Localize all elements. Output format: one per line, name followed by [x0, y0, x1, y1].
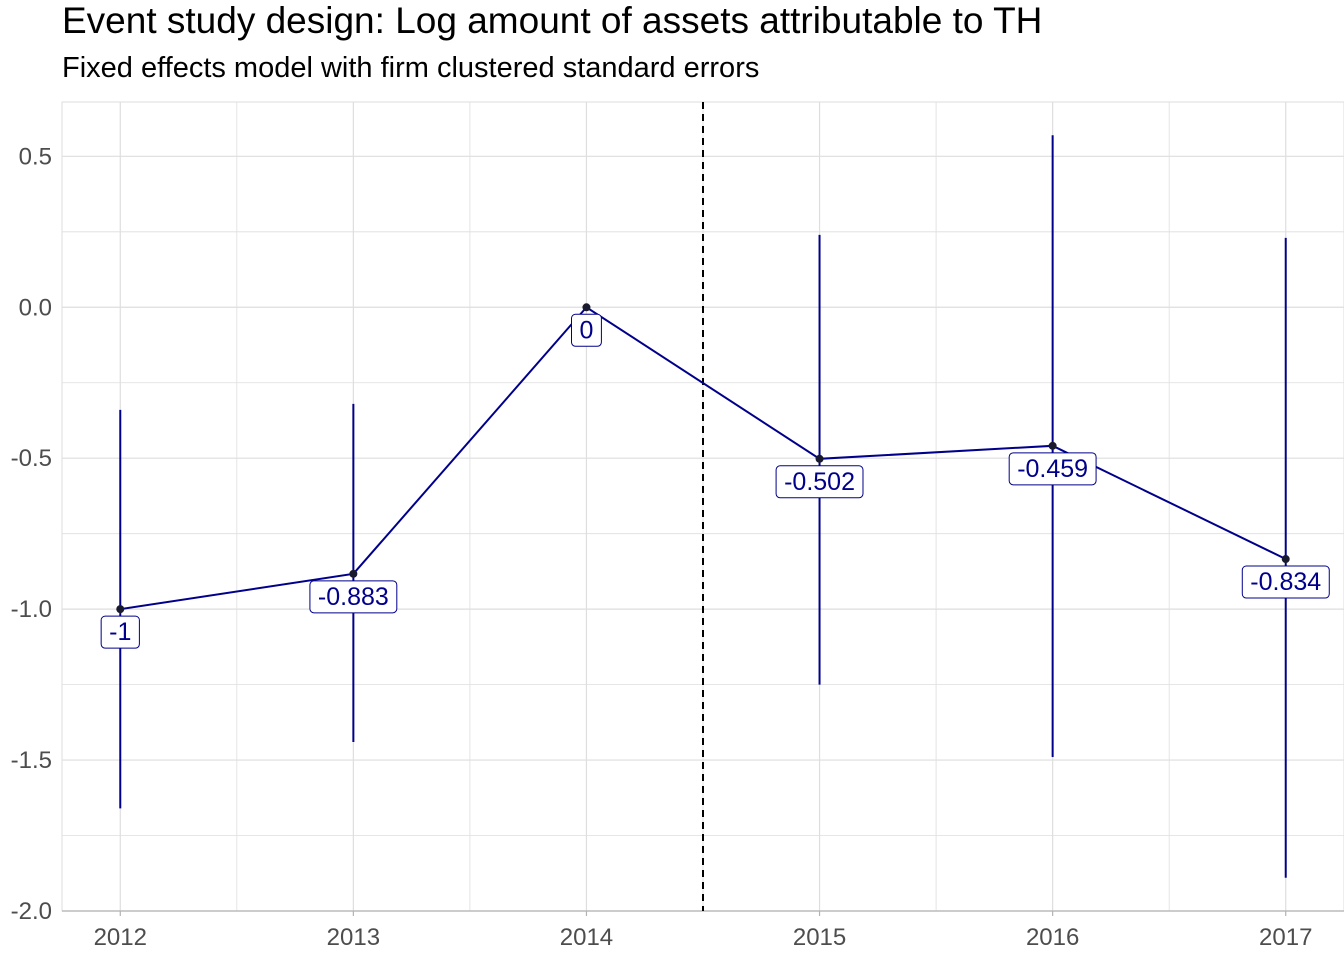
- data-label-group: 0: [571, 313, 602, 347]
- data-label-group: -1: [100, 615, 140, 649]
- y-tick-label: -0.5: [11, 445, 52, 472]
- data-point: [815, 454, 824, 463]
- data-labels: -1 -0.883 0 -0.502 -0.459 -0.834: [100, 313, 1330, 649]
- data-label-box: [1241, 565, 1330, 599]
- y-tick-label: 0.5: [19, 143, 52, 170]
- data-point: [349, 569, 358, 578]
- data-points: [116, 303, 1290, 614]
- x-tick-label: 2012: [94, 924, 147, 951]
- chart-title: Event study design: Log amount of assets…: [62, 0, 1043, 41]
- data-label-box: [775, 465, 864, 499]
- y-tick-label: -1.5: [11, 747, 52, 774]
- data-label-group: -0.834: [1241, 565, 1330, 599]
- x-tick-label: 2014: [560, 924, 613, 951]
- data-label-box: [1008, 452, 1097, 486]
- data-label: -0.883: [318, 583, 389, 611]
- data-label: -0.459: [1017, 455, 1088, 483]
- data-point: [1281, 555, 1290, 564]
- x-tick-label: 2015: [793, 924, 846, 951]
- data-label-group: -0.459: [1008, 452, 1097, 486]
- axes: [62, 910, 1344, 916]
- y-tick-label: -1.0: [11, 596, 52, 623]
- data-label-box: [100, 615, 140, 649]
- data-label-box: [571, 313, 602, 347]
- data-label: 0: [580, 316, 594, 344]
- x-tick-label: 2013: [327, 924, 380, 951]
- chart-subtitle: Fixed effects model with firm clustered …: [62, 52, 760, 84]
- y-tick-label: 0.0: [19, 294, 52, 321]
- x-tick-label: 2016: [1026, 924, 1079, 951]
- x-tick-label: 2017: [1259, 924, 1312, 951]
- data-label: -0.502: [784, 468, 855, 496]
- data-label: -1: [109, 618, 131, 646]
- data-label-box: [309, 580, 398, 614]
- tick-labels: 2012 2013 2014 2015 2016 2017 0.5 0.0 -0.5 -1.0 -1…: [11, 143, 1313, 951]
- data-label: -0.834: [1250, 568, 1321, 596]
- data-label-group: -0.502: [775, 465, 864, 499]
- data-point: [1048, 441, 1057, 450]
- data-point: [116, 605, 125, 614]
- y-tick-label: -2.0: [11, 898, 52, 925]
- data-label-group: -0.883: [309, 580, 398, 614]
- data-point: [582, 303, 591, 312]
